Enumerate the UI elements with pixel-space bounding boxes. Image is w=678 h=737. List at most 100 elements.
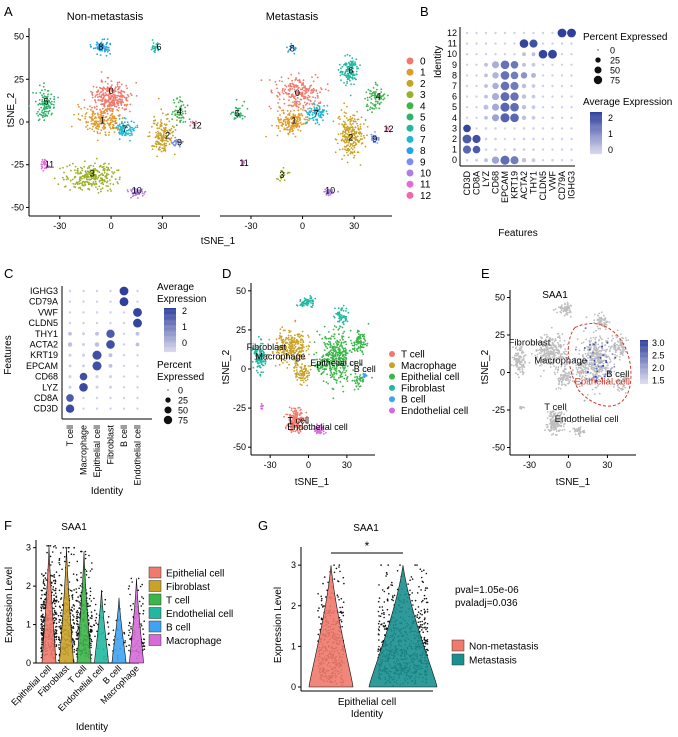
panel-b-dot [541, 84, 545, 88]
panel-a-point-cluster-5 [42, 107, 45, 109]
panel-d-point-macro [307, 365, 310, 367]
panel-d-y-tick-label: 25 [236, 325, 246, 335]
panel-a-point-cluster-0 [306, 102, 309, 104]
panel-d-point-fib [346, 320, 349, 323]
panel-d-point-epi [350, 351, 353, 354]
panel-b-dot [551, 106, 554, 109]
panel-d-point-fib [337, 313, 340, 316]
panel-a-point-cluster-3 [89, 171, 92, 174]
panel-a-point-cluster-2 [339, 118, 341, 120]
panel-c-avg-gradient-step [164, 311, 176, 313]
panel-d-point-macro [307, 336, 310, 338]
panel-a-point-cluster-3 [84, 180, 86, 183]
panel-b-dot [465, 159, 469, 162]
panel-a-point-cluster-1 [302, 122, 305, 125]
panel-a-point-cluster-5 [41, 89, 43, 92]
panel-a-legend-key [406, 124, 414, 132]
panel-a-point-cluster-3 [94, 162, 96, 165]
panel-b-identity-label: 3 [452, 123, 457, 133]
panel-a-point-cluster-7 [130, 131, 133, 133]
panel-d-y-tick-label: -25 [233, 403, 246, 413]
panel-a-point-cluster-3 [71, 162, 74, 165]
panel-a-point-cluster-6 [351, 61, 354, 64]
panel-a-point-cluster-3 [116, 181, 119, 184]
panel-d-point-epi [350, 342, 353, 345]
panel-a-point-cluster-7 [309, 117, 311, 120]
panel-a-legend-label: 2 [420, 79, 426, 90]
panel-a-point-cluster-1 [92, 114, 94, 117]
panel-d-point-macro [299, 383, 302, 386]
panel-a-point-cluster-7 [126, 121, 129, 124]
panel-a-point-cluster-1 [298, 119, 301, 122]
panel-d-point-epi [323, 325, 326, 328]
panel-b-dot [548, 49, 557, 59]
panel-a-point-cluster-0 [122, 90, 124, 93]
panel-c-pct-legend-label: 75 [178, 416, 188, 426]
panel-a-point-cluster-0 [278, 98, 281, 101]
panel-d-point-macro [293, 366, 295, 369]
panel-d-point-epi [344, 374, 347, 376]
panel-a-point-cluster-3 [282, 167, 285, 169]
panel-a-point-cluster-7 [325, 110, 328, 113]
panel-a-point-cluster-0 [287, 88, 290, 91]
panel-a-point-cluster-0 [126, 94, 129, 96]
panel-e-point-background [556, 333, 559, 335]
panel-a-point-cluster-6 [356, 67, 358, 70]
panel-d-point-fib [257, 371, 259, 374]
panel-a-point-cluster-0 [117, 102, 120, 105]
panel-e-point-background [557, 343, 560, 346]
panel-a-point-cluster-0 [109, 92, 111, 95]
panel-a-point-cluster-0 [308, 95, 311, 98]
panel-a-point-cluster-2 [347, 128, 349, 131]
panel-a-point-cluster-0 [107, 100, 110, 103]
panel-a-point-cluster-0 [284, 88, 286, 91]
panel-a-cluster-label: 10 [132, 185, 142, 195]
panel-d-point-fib [257, 362, 260, 365]
panel-c-avg-gradient-step [164, 319, 176, 321]
panel-c-dot [82, 321, 85, 325]
panel-a-point-cluster-4 [184, 110, 187, 113]
panel-a-point-cluster-1 [107, 118, 110, 121]
panel-a-point-cluster-1 [285, 118, 288, 121]
panel-a-point-cluster-2 [356, 124, 359, 127]
panel-a-point-cluster-7 [320, 116, 323, 119]
panel-a-point-cluster-3 [101, 177, 103, 180]
panel-b-dot [475, 127, 478, 130]
panel-a-point-cluster-7 [320, 111, 323, 114]
panel-d-point-epi [331, 354, 333, 356]
panel-a-point-cluster-2 [169, 129, 172, 132]
panel-a-point-cluster-8 [99, 54, 102, 56]
panel-a-point-cluster-2 [360, 116, 363, 119]
panel-a-point-cluster-1 [300, 108, 302, 110]
panel-a-point-cluster-0 [298, 81, 301, 83]
panel-a-point-cluster-1 [277, 127, 280, 130]
panel-d-point-fib [307, 300, 309, 303]
panel-d-point-epi [354, 376, 356, 379]
panel-d-point-epi [325, 381, 328, 383]
panel-a-point-cluster-0 [306, 87, 308, 90]
panel-a-point-cluster-7 [124, 121, 126, 124]
panel-a-point-cluster-1 [282, 111, 285, 114]
panel-b-dot [531, 84, 536, 88]
panel-a-point-cluster-0 [106, 112, 109, 115]
panel-b-feature-label: KRT19 [510, 171, 520, 199]
panel-a-legend-label: 9 [420, 157, 426, 168]
panel-d-point-tcell [283, 415, 285, 418]
panel-d-point-epi [341, 326, 344, 329]
panel-c-identity-label: Macrophage [79, 425, 89, 475]
panel-b-dot [475, 53, 478, 56]
panel-a-point-cluster-3 [87, 188, 89, 190]
panel-c-dot [119, 297, 129, 307]
panel-a-point-cluster-3 [97, 170, 99, 173]
panel-a-point-cluster-7 [134, 126, 137, 129]
panel-e-point-background [592, 336, 595, 339]
panel-c-avg-gradient-step [164, 327, 176, 329]
panel-d-point-macro [300, 334, 303, 337]
panel-d-legend-key [389, 351, 395, 357]
panel-b-dot [484, 137, 488, 141]
panel-a-point-cluster-3 [107, 173, 110, 176]
panel-b-dot [570, 95, 573, 98]
panel-a-point-cluster-1 [303, 118, 306, 120]
panel-c-avg-gradient-step [164, 341, 176, 343]
